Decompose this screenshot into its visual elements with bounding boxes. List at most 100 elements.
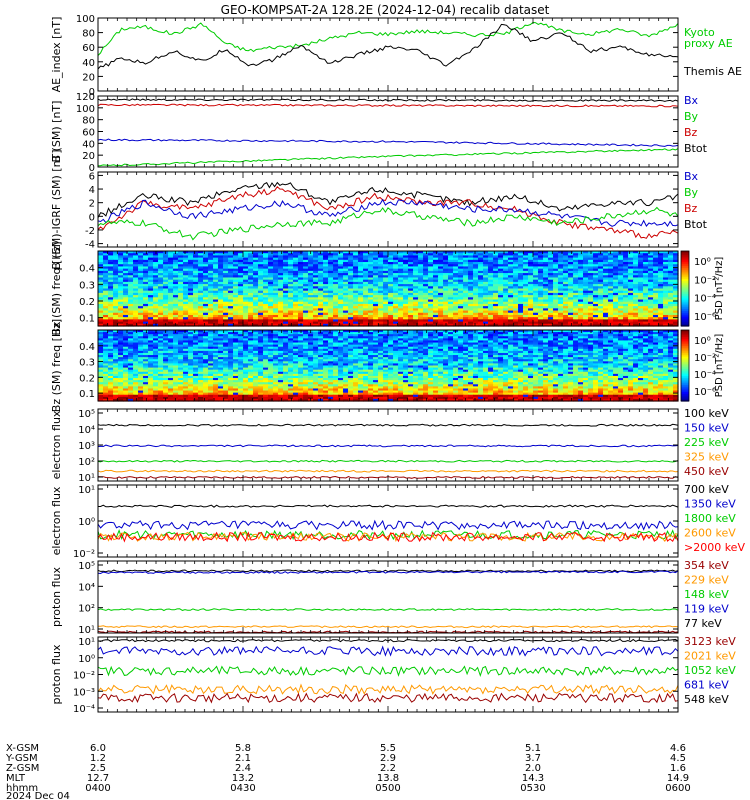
spectrogram-cell	[533, 275, 539, 279]
spectrogram-cell	[243, 253, 249, 257]
spectrogram-cell	[238, 314, 244, 318]
spectrogram-cell	[623, 251, 629, 254]
spectrogram-cell	[618, 323, 624, 327]
spectrogram-cell	[293, 259, 299, 263]
spectrogram-cell	[348, 273, 354, 276]
spectrogram-cell	[348, 306, 354, 309]
spectrogram-cell	[633, 314, 639, 318]
spectrogram-cell	[283, 295, 289, 298]
spectrogram-cell	[423, 312, 429, 316]
spectrogram-cell	[568, 306, 574, 309]
spectrogram-cell	[573, 299, 579, 303]
spectrogram-cell	[573, 295, 579, 298]
spectrogram-cell	[143, 288, 149, 292]
spectrogram-cell	[658, 319, 664, 323]
spectrogram-cell	[473, 277, 479, 281]
spectrogram-cell	[468, 303, 474, 307]
spectrogram-cell	[168, 284, 174, 287]
spectrogram-cell	[448, 299, 454, 303]
spectrogram-cell	[283, 277, 289, 281]
spectrogram-cell	[168, 314, 174, 318]
spectrogram-cell	[258, 284, 264, 287]
spectrogram-cell	[198, 262, 204, 265]
spectrogram-cell	[603, 295, 609, 298]
spectrogram-cell	[578, 319, 584, 323]
spectrogram-cell	[163, 284, 169, 287]
spectrogram-cell	[188, 303, 194, 307]
spectrogram-cell	[263, 288, 269, 292]
spectrogram-cell	[608, 253, 614, 257]
spectrogram-cell	[523, 279, 529, 283]
spectrogram-cell	[448, 317, 454, 320]
spectrogram-cell	[318, 310, 324, 314]
spectrogram-cell	[228, 264, 234, 268]
series-line	[97, 148, 679, 167]
spectrogram-cell	[443, 301, 449, 305]
spectrogram-cell	[488, 323, 494, 327]
spectrogram-cell	[463, 299, 469, 303]
spectrogram-cell	[278, 303, 284, 307]
spectrogram-cell	[218, 259, 224, 263]
spectrogram-cell	[298, 317, 304, 320]
spectrogram-cell	[413, 306, 419, 309]
spectrogram-cell	[443, 334, 449, 337]
spectrogram-cell	[418, 306, 424, 309]
spectrogram-cell	[453, 266, 459, 270]
spectrogram-cell	[628, 281, 634, 285]
spectrogram-cell	[243, 336, 249, 339]
spectrogram-cell	[158, 312, 164, 316]
spectrogram-cell	[348, 266, 354, 270]
spectrogram-cell	[378, 259, 384, 263]
spectrogram-cell	[108, 259, 114, 263]
spectrogram-cell	[578, 301, 584, 305]
spectrogram-cell	[668, 255, 674, 259]
spectrogram-cell	[498, 253, 504, 257]
spectrogram-cell	[578, 297, 584, 301]
spectrogram-cell	[528, 277, 534, 281]
spectrogram-cell	[338, 308, 344, 312]
spectrogram-cell	[148, 266, 154, 270]
spectrogram-cell	[438, 270, 444, 274]
spectrogram-cell	[393, 330, 399, 333]
spectrogram-cell	[253, 257, 259, 261]
spectrogram-cell	[173, 257, 179, 261]
spectrogram-cell	[273, 268, 279, 272]
spectrogram-cell	[323, 253, 329, 257]
spectrogram-cell	[383, 314, 389, 318]
spectrogram-cell	[343, 330, 349, 333]
spectrogram-cell	[408, 270, 414, 274]
spectrogram-cell	[523, 330, 529, 333]
spectrogram-cell	[188, 317, 194, 320]
spectrogram-cell	[648, 257, 654, 261]
spectrogram-cell	[113, 330, 119, 333]
spectrogram-cell	[178, 264, 184, 268]
spectrogram-cell	[588, 277, 594, 281]
spectrogram-cell	[473, 288, 479, 292]
spectrogram-cell	[483, 284, 489, 287]
spectrogram-cell	[183, 308, 189, 312]
spectrogram-cell	[258, 286, 264, 290]
spectrogram-cell	[608, 323, 614, 327]
spectrogram-cell	[358, 288, 364, 292]
spectrogram-cell	[443, 332, 449, 335]
spectrogram-cell	[143, 336, 149, 339]
spectrogram-cell	[228, 308, 234, 312]
spectrogram-cell	[353, 323, 359, 327]
spectrogram-cell	[573, 253, 579, 257]
spectrogram-cell	[443, 321, 449, 325]
spectrogram-cell	[458, 295, 464, 298]
spectrogram-cell	[668, 284, 674, 287]
spectrogram-cell	[323, 323, 329, 327]
spectrogram-cell	[593, 312, 599, 316]
spectrogram-cell	[493, 292, 499, 296]
spectrogram-cell	[163, 319, 169, 323]
spectrogram-cell	[583, 299, 589, 303]
spectrogram-cell	[468, 314, 474, 318]
spectrogram-cell	[673, 310, 679, 314]
spectrogram-cell	[578, 273, 584, 276]
spectrogram-cell	[223, 332, 229, 335]
spectrogram-cell	[118, 336, 124, 339]
spectrogram-cell	[583, 330, 589, 333]
